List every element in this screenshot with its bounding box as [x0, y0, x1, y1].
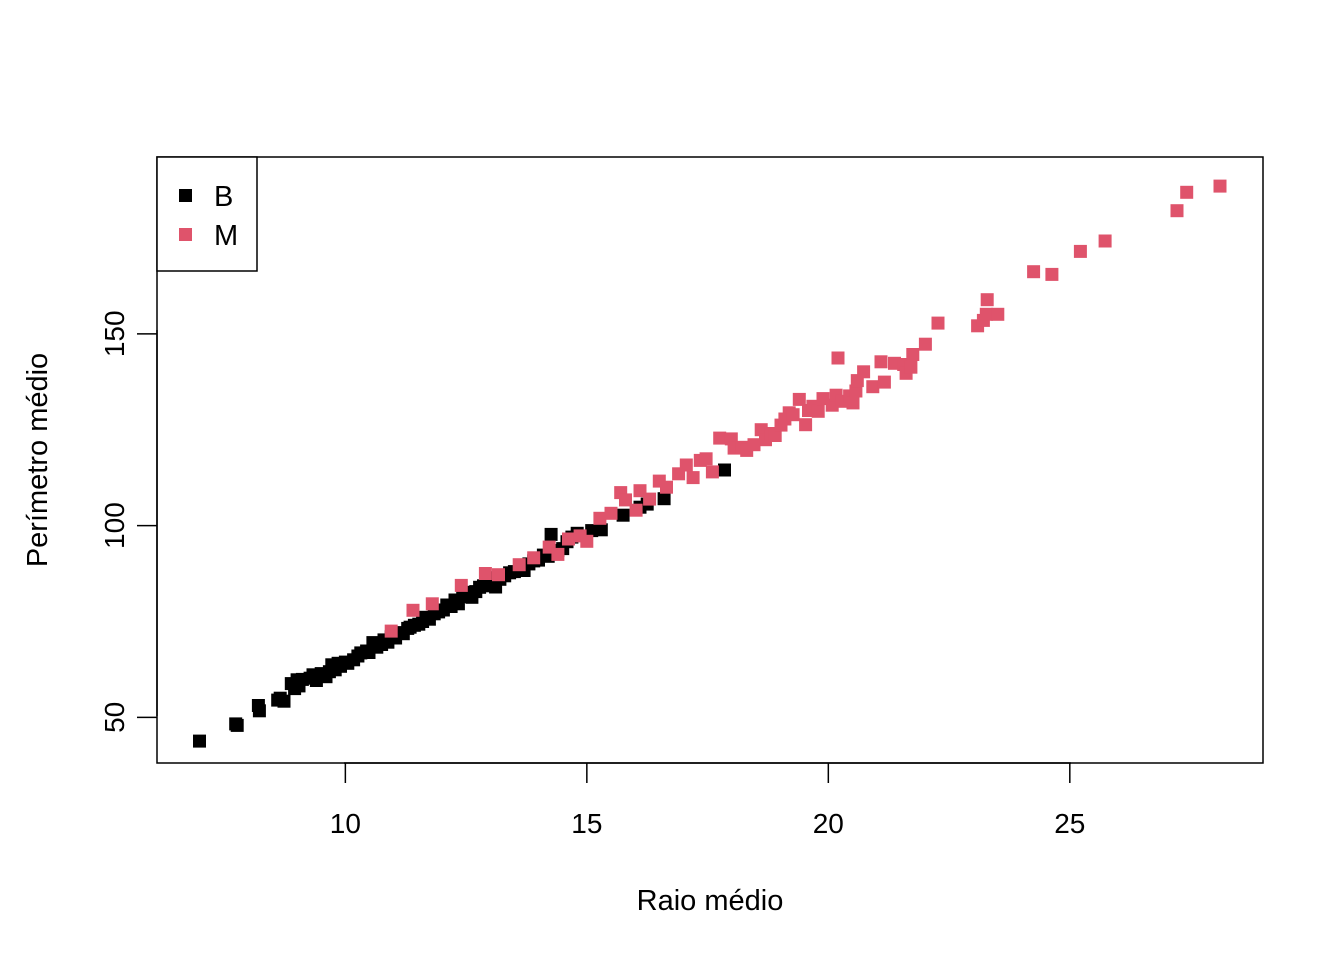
- point-m: [849, 384, 863, 398]
- point-m: [792, 392, 806, 406]
- point-m: [705, 465, 719, 479]
- point-m: [562, 532, 575, 546]
- point-m: [604, 506, 618, 520]
- legend-marker-b: [179, 189, 192, 202]
- point-m: [660, 480, 673, 494]
- point-m: [1170, 204, 1184, 218]
- point-m: [406, 603, 420, 617]
- point-m: [512, 558, 526, 572]
- y-tick-label: 150: [99, 310, 130, 357]
- point-m: [384, 624, 398, 638]
- point-m: [699, 452, 713, 466]
- point-m: [831, 351, 845, 365]
- legend-box: [156, 156, 258, 272]
- point-m: [551, 547, 565, 561]
- point-m: [425, 597, 439, 611]
- point-b: [252, 704, 266, 718]
- point-m: [643, 492, 657, 506]
- point-m: [1180, 185, 1194, 199]
- point-m: [454, 578, 468, 592]
- point-m: [825, 398, 839, 412]
- point-m: [1213, 179, 1227, 193]
- y-axis: 50 100 150: [99, 310, 158, 733]
- point-m: [619, 493, 632, 507]
- legend: B M: [156, 156, 258, 272]
- legend-marker-m: [179, 228, 192, 241]
- point-m: [906, 348, 920, 361]
- x-axis-title: Raio médio: [637, 885, 784, 917]
- point-m: [811, 404, 825, 418]
- x-tick-label: 15: [571, 808, 602, 839]
- point-b: [277, 694, 291, 708]
- point-b: [616, 508, 630, 522]
- point-m: [768, 429, 782, 442]
- point-m: [866, 380, 880, 394]
- point-m: [877, 375, 891, 389]
- point-m: [980, 293, 994, 307]
- point-b: [718, 463, 731, 477]
- point-b: [594, 523, 608, 537]
- point-b: [193, 734, 206, 748]
- x-tick-label: 20: [813, 808, 844, 839]
- legend-label-b: B: [214, 181, 233, 213]
- point-b: [230, 718, 244, 732]
- point-m: [679, 458, 693, 472]
- point-m: [904, 360, 918, 374]
- point-m: [918, 337, 932, 351]
- point-m: [991, 307, 1005, 321]
- point-m: [713, 431, 727, 445]
- point-m: [1027, 265, 1041, 279]
- x-tick-label: 10: [330, 808, 361, 839]
- point-m: [629, 503, 643, 517]
- y-tick-label: 100: [99, 502, 130, 549]
- point-m: [857, 365, 871, 379]
- y-tick-label: 50: [99, 702, 130, 733]
- point-b: [657, 492, 671, 506]
- point-m: [593, 511, 607, 525]
- legend-label-m: M: [214, 220, 238, 252]
- point-m: [580, 534, 594, 548]
- point-m: [931, 316, 945, 330]
- point-m: [527, 551, 541, 565]
- point-m: [799, 418, 813, 432]
- point-m: [1098, 234, 1112, 248]
- point-m: [979, 307, 993, 321]
- point-b: [544, 527, 558, 541]
- data-points: [193, 179, 1227, 748]
- point-m: [846, 396, 860, 410]
- point-m: [786, 408, 800, 422]
- y-axis-title: Perímetro médio: [22, 353, 54, 567]
- point-m: [492, 568, 505, 582]
- point-m: [686, 471, 700, 485]
- point-m: [478, 567, 492, 580]
- x-axis: 10 15 20 25: [330, 762, 1085, 839]
- point-m: [1045, 267, 1059, 281]
- point-m: [1073, 244, 1087, 258]
- point-m: [747, 438, 761, 452]
- point-m: [874, 355, 888, 369]
- x-tick-label: 25: [1054, 808, 1085, 839]
